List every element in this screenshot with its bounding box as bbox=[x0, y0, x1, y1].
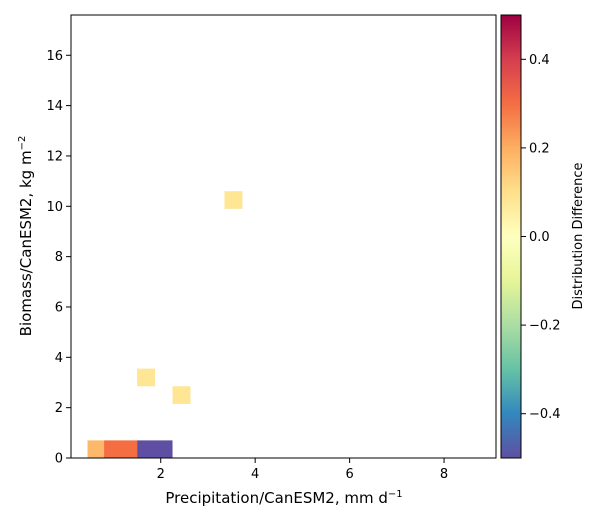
heatmap-cell-3 bbox=[137, 368, 156, 387]
y-tick-label: 4 bbox=[55, 351, 63, 366]
colorbar-tick-label: −0.2 bbox=[529, 319, 561, 334]
colorbar-ticks: −0.4 −0.2 0.0 0.2 0.4 bbox=[521, 53, 561, 422]
y-tick-label: 14 bbox=[46, 99, 63, 114]
y-axis-label: Biomass/CanESM2, kg m−2 bbox=[17, 136, 35, 337]
heatmap-cell-1 bbox=[104, 440, 138, 458]
plot-frame bbox=[70, 14, 497, 459]
y-tick-label: 2 bbox=[55, 401, 63, 416]
heatmap-cell-4 bbox=[172, 386, 191, 404]
y-tick-label: 16 bbox=[46, 49, 63, 64]
y-axis-ticks: 0 2 4 6 8 10 12 14 16 bbox=[46, 49, 71, 467]
heatmap-cells bbox=[87, 191, 243, 458]
y-tick-label: 8 bbox=[55, 250, 63, 265]
heatmap-cell-5 bbox=[224, 191, 243, 209]
x-tick-label: 8 bbox=[440, 467, 448, 482]
colorbar-tick-label: −0.4 bbox=[529, 407, 561, 422]
x-tick-label: 2 bbox=[157, 467, 165, 482]
colorbar-label: Distribution Difference bbox=[571, 163, 586, 310]
x-tick-label: 4 bbox=[251, 467, 259, 482]
colorbar-tick-label: 0.0 bbox=[529, 230, 550, 245]
x-tick-label: 6 bbox=[345, 467, 353, 482]
x-axis-ticks: 2 4 6 8 bbox=[157, 458, 448, 482]
colorbar bbox=[500, 14, 522, 459]
y-tick-label: 6 bbox=[55, 300, 63, 315]
heatmap-cell-0 bbox=[87, 440, 105, 458]
heatmap-cell-2 bbox=[137, 440, 173, 458]
colorbar-tick-label: 0.4 bbox=[529, 53, 550, 68]
x-axis-label: Precipitation/CanESM2, mm d−1 bbox=[165, 489, 402, 507]
y-tick-label: 12 bbox=[46, 149, 63, 164]
y-tick-label: 10 bbox=[46, 200, 63, 215]
colorbar-tick-label: 0.2 bbox=[529, 141, 550, 156]
y-tick-label: 0 bbox=[55, 452, 63, 467]
